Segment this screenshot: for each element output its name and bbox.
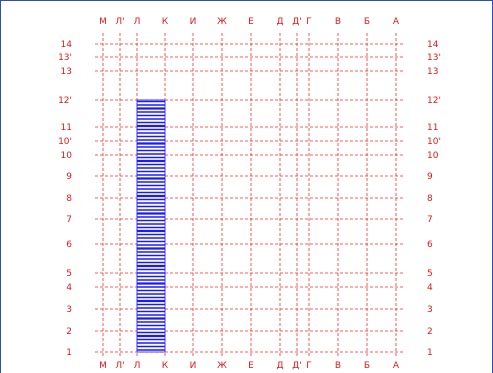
column-label-top: Д' — [292, 17, 302, 27]
column-labels-top: М Л' Л К И Ж Е Д Д' Г В Б А — [99, 17, 400, 27]
row-label-left: 10' — [58, 137, 72, 147]
row-label-right: 1 — [427, 348, 433, 358]
row-label-right: 8 — [427, 194, 433, 204]
row-label-left: 6 — [66, 240, 72, 250]
hatched-zone-outline — [136, 99, 166, 353]
row-label-right: 7 — [427, 215, 433, 225]
column-label-top: Е — [248, 17, 254, 27]
row-label-right: 2 — [427, 327, 433, 337]
row-label-right: 12' — [427, 96, 441, 106]
column-label-bottom: Д — [276, 361, 283, 371]
column-label-bottom: Б — [364, 361, 370, 371]
row-labels-left: 14 13' 13 12' 11 10' 10 9 8 7 6 5 4 3 2 1 — [58, 40, 72, 358]
column-label-top: И — [190, 17, 197, 27]
row-label-left: 5 — [66, 269, 72, 279]
row-label-right: 3 — [427, 305, 433, 315]
column-label-bottom: Л — [134, 361, 141, 371]
row-label-right: 4 — [427, 283, 433, 293]
row-label-right: 10 — [427, 151, 439, 161]
row-label-left: 14 — [61, 40, 73, 50]
row-label-right: 14 — [427, 40, 439, 50]
column-label-bottom: Г — [306, 361, 312, 371]
row-label-left: 13 — [61, 67, 72, 77]
column-label-top: Д — [276, 17, 283, 27]
column-label-top: Л' — [115, 17, 124, 27]
row-label-left: 7 — [66, 215, 72, 225]
row-label-right: 13' — [427, 53, 441, 63]
column-label-bottom: Л' — [115, 361, 124, 371]
row-label-right: 5 — [427, 269, 433, 279]
column-label-top: Л — [134, 17, 141, 27]
row-label-right: 9 — [427, 172, 433, 182]
row-label-left: 13' — [58, 53, 72, 63]
column-label-bottom: Е — [248, 361, 254, 371]
row-label-left: 3 — [66, 305, 72, 315]
row-label-left: 11 — [61, 123, 72, 133]
column-label-bottom: Д' — [292, 361, 302, 371]
column-label-top: К — [162, 17, 169, 27]
row-label-left: 8 — [66, 194, 72, 204]
hatched-zone — [136, 99, 166, 353]
row-label-left: 4 — [66, 283, 72, 293]
row-label-left: 9 — [66, 172, 72, 182]
column-label-bottom: В — [335, 361, 341, 371]
row-label-left: 2 — [66, 327, 72, 337]
row-label-left: 10 — [61, 151, 73, 161]
column-label-bottom: И — [190, 361, 197, 371]
row-label-right: 13 — [427, 67, 438, 77]
row-label-right: 6 — [427, 240, 433, 250]
column-label-bottom: Ж — [217, 361, 227, 371]
column-labels-bottom: М Л' Л К И Ж Е Д Д' Г В Б А — [99, 361, 400, 371]
column-label-top: М — [99, 17, 107, 27]
column-label-top: А — [393, 17, 400, 27]
row-label-right: 10' — [427, 137, 441, 147]
row-label-right: 11 — [427, 123, 438, 133]
column-label-bottom: К — [162, 361, 169, 371]
row-label-left: 12' — [58, 96, 72, 106]
column-label-bottom: А — [393, 361, 400, 371]
column-label-top: Б — [364, 17, 370, 27]
row-labels-right: 14 13' 13 12' 11 10' 10 9 8 7 6 5 4 3 2 1 — [427, 40, 441, 358]
column-label-bottom: М — [99, 361, 107, 371]
column-label-top: Г — [306, 17, 312, 27]
row-label-left: 1 — [66, 348, 72, 358]
column-label-top: Ж — [217, 17, 227, 27]
column-label-top: В — [335, 17, 341, 27]
